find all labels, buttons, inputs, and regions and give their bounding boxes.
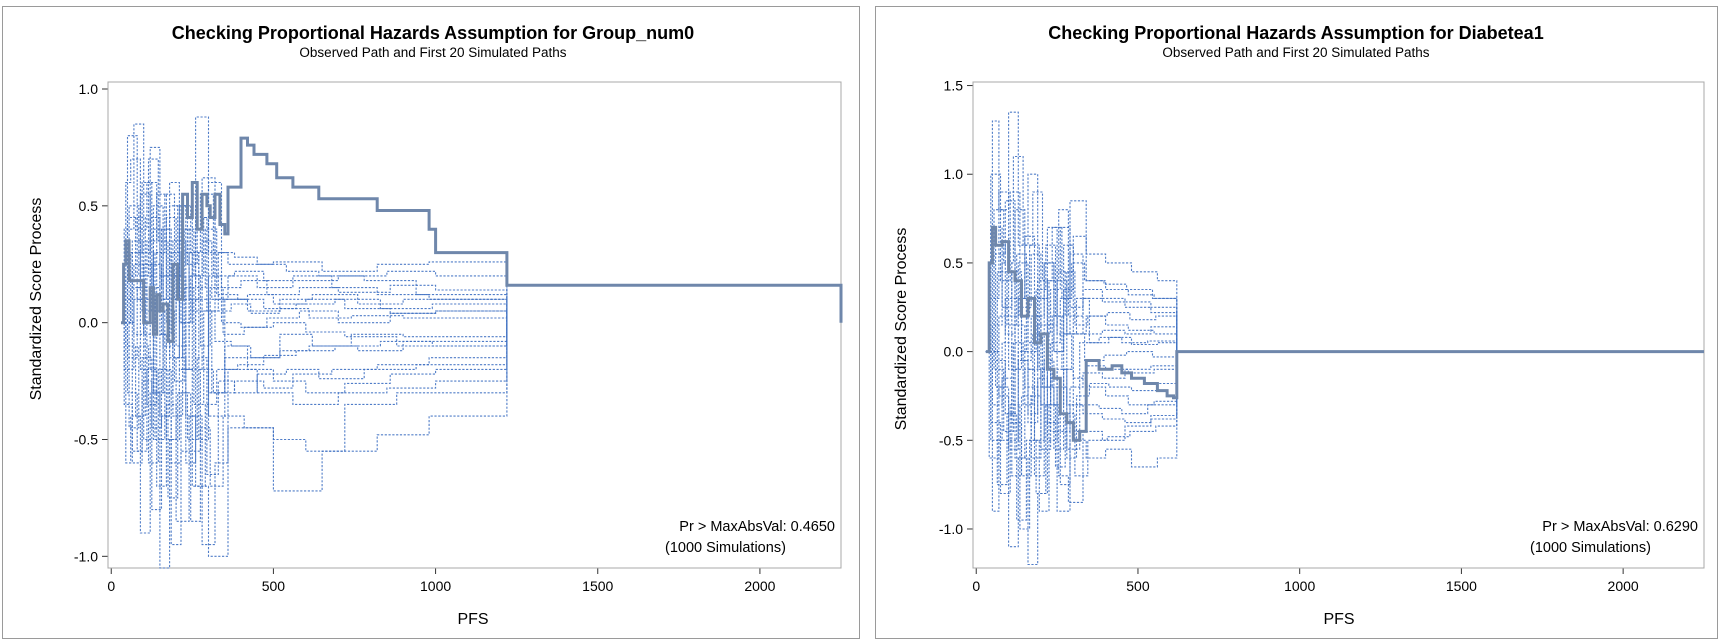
simulated-path-3 (985, 173, 1178, 370)
plot-area (107, 81, 843, 569)
y-tick-label: 1.5 (944, 78, 964, 94)
simulated-path-7 (121, 181, 508, 441)
simulated-path-14 (121, 240, 508, 347)
score-process-chart-diabetea1: Checking Proportional Hazards Assumption… (893, 23, 1705, 628)
simulated-path-13 (121, 322, 508, 546)
chart-panel-diabetea1: Checking Proportional Hazards Assumption… (875, 6, 1718, 639)
simulated-path-5 (121, 116, 508, 417)
observed-path (121, 136, 843, 343)
y-tick-label: 0.5 (944, 255, 964, 271)
x-axis-label: PFS (457, 611, 488, 628)
simulated-path-8 (985, 324, 1178, 459)
chart-title: Checking Proportional Hazards Assumption… (172, 23, 694, 43)
y-tick-label: 0.5 (79, 198, 99, 214)
chart-panel-group-num0: Checking Proportional Hazards Assumption… (2, 6, 860, 639)
simulated-path-16 (121, 181, 508, 324)
x-tick-label: 1500 (582, 578, 613, 594)
simulated-path-20 (121, 193, 508, 324)
y-tick-label: 1.0 (944, 166, 964, 182)
y-tick-label: 0.0 (79, 315, 99, 331)
simulated-path-10 (985, 315, 1178, 432)
p-value-annotation: Pr > MaxAbsVal: 0.6290 (1542, 519, 1698, 535)
simulated-path-3 (121, 135, 508, 347)
x-tick-label: 500 (1126, 578, 1150, 594)
simulated-path-18 (985, 351, 1178, 459)
observed-path (985, 225, 1704, 442)
simulated-path-5 (985, 209, 1178, 388)
y-tick-label: -0.5 (74, 431, 98, 447)
simulated-path-12 (985, 351, 1178, 521)
plot-frame (972, 81, 1705, 569)
y-axis-label: Standardized Score Process (28, 198, 45, 401)
x-tick-label: 0 (972, 578, 980, 594)
simulated-path-17 (121, 263, 508, 417)
chart-subtitle: Observed Path and First 20 Simulated Pat… (299, 45, 566, 60)
x-tick-label: 1000 (420, 578, 451, 594)
y-tick-label: -0.5 (939, 432, 963, 448)
y-ticks: -1.0 -0.5 0.0 0.5 1.0 (74, 81, 108, 564)
x-tick-label: 0 (107, 578, 115, 594)
simulated-path-9 (121, 322, 508, 499)
y-ticks: -1.0 -0.5 0.0 0.5 1.0 1.5 (939, 78, 973, 537)
simulated-path-10 (121, 158, 508, 324)
simulated-path-9 (985, 155, 1178, 353)
x-tick-label: 1500 (1446, 578, 1477, 594)
chart-title: Checking Proportional Hazards Assumption… (1048, 23, 1543, 43)
simulated-path-16 (985, 351, 1178, 486)
x-ticks: 0 500 1000 1500 2000 (972, 568, 1639, 594)
x-tick-label: 500 (262, 578, 286, 594)
y-tick-label: -1.0 (939, 521, 963, 537)
simulated-path-7 (985, 191, 1178, 406)
simulated-path-4 (121, 322, 508, 546)
x-ticks: 0 500 1000 1500 2000 (107, 568, 776, 594)
simulated-path-20 (985, 324, 1178, 441)
simulated-path-8 (121, 181, 508, 359)
x-tick-label: 1000 (1284, 578, 1315, 594)
simulated-path-17 (985, 271, 1178, 370)
p-value-annotation: Pr > MaxAbsVal: 0.4650 (679, 519, 835, 535)
x-axis-label: PFS (1323, 611, 1354, 628)
chart-subtitle: Observed Path and First 20 Simulated Pat… (1162, 45, 1429, 60)
simulation-count-annotation: (1000 Simulations) (665, 540, 786, 556)
plot-area (972, 81, 1705, 569)
score-process-chart-group-num0: Checking Proportional Hazards Assumption… (28, 23, 843, 628)
simulated-path-11 (985, 244, 1178, 353)
simulated-path-19 (985, 200, 1178, 353)
simulated-path-2 (121, 322, 508, 569)
y-tick-label: 0.0 (944, 344, 964, 360)
y-axis-label: Standardized Score Process (893, 228, 910, 431)
simulated-path-18 (121, 228, 508, 359)
y-tick-label: 1.0 (79, 81, 99, 97)
plot-frame (107, 81, 842, 569)
x-tick-label: 2000 (744, 578, 775, 594)
simulation-count-annotation: (1000 Simulations) (1530, 540, 1651, 556)
y-tick-label: -1.0 (74, 548, 98, 564)
simulated-path-19 (121, 287, 508, 487)
simulated-path-11 (121, 287, 508, 441)
x-tick-label: 2000 (1608, 578, 1639, 594)
